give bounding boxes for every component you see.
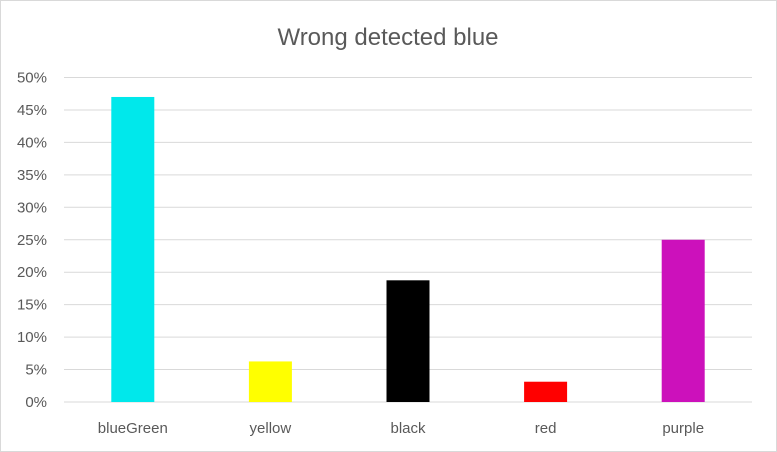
y-tick-label: 50% bbox=[17, 70, 47, 87]
y-tick-label: 10% bbox=[17, 329, 47, 346]
chart-title: Wrong detected blue bbox=[277, 24, 498, 51]
y-tick-label: 35% bbox=[17, 167, 47, 184]
gridlines bbox=[64, 77, 752, 403]
bar-purple bbox=[661, 239, 705, 402]
x-tick-label: purple bbox=[662, 420, 704, 437]
y-tick-label: 30% bbox=[17, 199, 47, 216]
y-tick-label: 25% bbox=[17, 232, 47, 249]
x-tick-label: blueGreen bbox=[98, 420, 168, 437]
y-axis-tick-labels: 0% 5% 10% 15% 20% 25% 30% 35% 40% 45% 50% bbox=[17, 70, 47, 412]
x-tick-label: red bbox=[535, 420, 557, 437]
bar-black bbox=[386, 280, 430, 402]
y-tick-label: 15% bbox=[17, 297, 47, 314]
bar-red bbox=[524, 381, 568, 402]
bar-blueGreen bbox=[111, 96, 155, 402]
x-axis-tick-labels: blueGreen yellow black red purple bbox=[98, 420, 704, 437]
bar-yellow bbox=[248, 361, 292, 402]
y-tick-label: 45% bbox=[17, 102, 47, 119]
y-tick-label: 20% bbox=[17, 264, 47, 281]
x-tick-label: yellow bbox=[250, 420, 292, 437]
bars bbox=[111, 96, 705, 402]
y-tick-label: 40% bbox=[17, 134, 47, 151]
y-tick-label: 0% bbox=[25, 394, 47, 411]
x-tick-label: black bbox=[390, 420, 426, 437]
y-tick-label: 5% bbox=[25, 362, 47, 379]
